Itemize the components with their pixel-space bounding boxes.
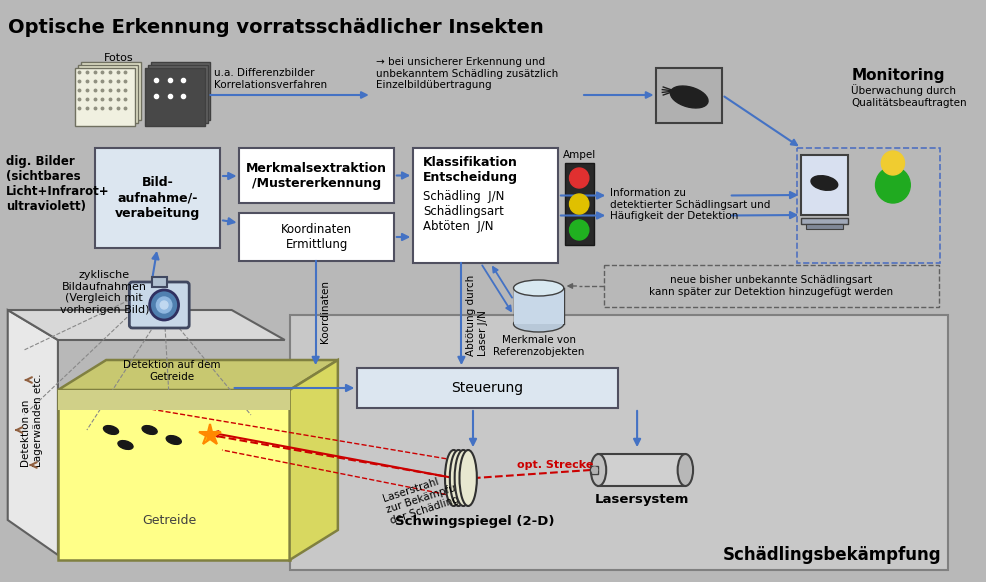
Ellipse shape — [104, 425, 118, 434]
Text: Optische Erkennung vorratsschädlicher Insekten: Optische Erkennung vorratsschädlicher In… — [8, 18, 543, 37]
FancyBboxPatch shape — [129, 282, 189, 328]
Circle shape — [569, 168, 589, 188]
Text: Überwachung durch
Qualitätsbeauftragten: Überwachung durch Qualitätsbeauftragten — [851, 84, 966, 108]
Ellipse shape — [118, 441, 133, 449]
FancyBboxPatch shape — [95, 148, 220, 248]
Polygon shape — [8, 310, 285, 340]
Text: Detektion auf dem
Getreide: Detektion auf dem Getreide — [123, 360, 220, 382]
Circle shape — [880, 151, 903, 175]
FancyBboxPatch shape — [145, 68, 204, 126]
Text: Klassifikation
Entscheidung: Klassifikation Entscheidung — [422, 156, 518, 184]
Text: Laserstrahl
zur Bekämpfung
der Schädlinge: Laserstrahl zur Bekämpfung der Schädling… — [381, 468, 473, 526]
Polygon shape — [58, 360, 337, 390]
Ellipse shape — [591, 454, 605, 486]
FancyBboxPatch shape — [591, 466, 598, 474]
FancyBboxPatch shape — [148, 65, 207, 123]
FancyBboxPatch shape — [78, 65, 138, 123]
Ellipse shape — [513, 280, 563, 296]
Text: Detektion an
Lagerwänden etc.: Detektion an Lagerwänden etc. — [22, 373, 42, 467]
Polygon shape — [8, 310, 58, 555]
Ellipse shape — [669, 86, 707, 108]
Text: Ampel: Ampel — [562, 150, 596, 160]
FancyBboxPatch shape — [801, 218, 847, 224]
Text: Steuerung: Steuerung — [451, 381, 523, 395]
Text: u.a. Differenzbilder
Korrelationsverfahren: u.a. Differenzbilder Korrelationsverfahr… — [214, 68, 327, 90]
Ellipse shape — [445, 450, 461, 506]
FancyBboxPatch shape — [75, 68, 135, 126]
Text: Abtötung durch
Laser J/N: Abtötung durch Laser J/N — [465, 275, 487, 356]
FancyBboxPatch shape — [240, 148, 393, 203]
FancyBboxPatch shape — [357, 368, 617, 408]
Text: Merkmale von
Referenzobjekten: Merkmale von Referenzobjekten — [492, 335, 584, 357]
FancyBboxPatch shape — [151, 62, 210, 120]
Ellipse shape — [810, 176, 837, 190]
Circle shape — [150, 290, 178, 320]
Text: Monitoring: Monitoring — [851, 68, 944, 83]
FancyBboxPatch shape — [413, 148, 557, 263]
FancyBboxPatch shape — [801, 155, 847, 215]
FancyBboxPatch shape — [806, 224, 842, 229]
Circle shape — [592, 467, 597, 473]
FancyBboxPatch shape — [81, 62, 141, 120]
FancyBboxPatch shape — [564, 163, 593, 245]
Text: dig. Bilder
(sichtbares
Licht+Infrarot+
ultraviolett): dig. Bilder (sichtbares Licht+Infrarot+ … — [6, 155, 109, 213]
Text: Koordinaten: Koordinaten — [320, 280, 330, 343]
Ellipse shape — [142, 425, 157, 434]
Ellipse shape — [513, 316, 563, 332]
Ellipse shape — [166, 435, 181, 445]
Text: zyklische
Bildaufnahmen
(Vergleich mit
vorherigen Bild): zyklische Bildaufnahmen (Vergleich mit v… — [59, 270, 149, 315]
Text: opt. Strecke: opt. Strecke — [517, 460, 593, 470]
Circle shape — [875, 167, 909, 203]
Text: Bild-
aufnahme/-
verabeitung: Bild- aufnahme/- verabeitung — [114, 176, 200, 219]
Text: Schädling  J/N
Schädlingsart
Abtöten  J/N: Schädling J/N Schädlingsart Abtöten J/N — [422, 190, 504, 233]
Text: Schwingspiegel (2-D): Schwingspiegel (2-D) — [394, 515, 554, 528]
Text: Schädlingsbekämpfung: Schädlingsbekämpfung — [722, 546, 941, 564]
Text: Merkmalsextraktion
/Mustererkennung: Merkmalsextraktion /Mustererkennung — [246, 161, 387, 190]
Circle shape — [160, 301, 168, 309]
Text: → bei unsicherer Erkennung und
unbekanntem Schädling zusätzlich
Einzelbildübertr: → bei unsicherer Erkennung und unbekannt… — [376, 57, 558, 90]
Circle shape — [569, 194, 589, 214]
FancyBboxPatch shape — [58, 390, 289, 410]
FancyBboxPatch shape — [152, 277, 167, 287]
FancyBboxPatch shape — [240, 213, 393, 261]
FancyBboxPatch shape — [513, 288, 563, 324]
Text: Information zu
detektierter Schädlingsart und
Häufigkeit der Detektion: Information zu detektierter Schädlingsar… — [609, 188, 770, 221]
Polygon shape — [289, 360, 337, 560]
Text: neue bisher unbekannte Schädlingsart
kann später zur Detektion hinzugefügt werde: neue bisher unbekannte Schädlingsart kan… — [649, 275, 892, 297]
Ellipse shape — [450, 450, 466, 506]
FancyBboxPatch shape — [598, 454, 684, 486]
Ellipse shape — [677, 454, 692, 486]
Ellipse shape — [455, 450, 471, 506]
Circle shape — [156, 297, 172, 313]
Text: Lasersystem: Lasersystem — [595, 493, 688, 506]
Circle shape — [569, 220, 589, 240]
Ellipse shape — [459, 450, 476, 506]
Text: Fotos: Fotos — [105, 53, 134, 63]
FancyBboxPatch shape — [58, 390, 289, 560]
Text: Getreide: Getreide — [142, 513, 196, 527]
Text: Koordinaten
Ermittlung: Koordinaten Ermittlung — [281, 223, 352, 251]
FancyBboxPatch shape — [289, 315, 947, 570]
FancyBboxPatch shape — [656, 68, 722, 123]
